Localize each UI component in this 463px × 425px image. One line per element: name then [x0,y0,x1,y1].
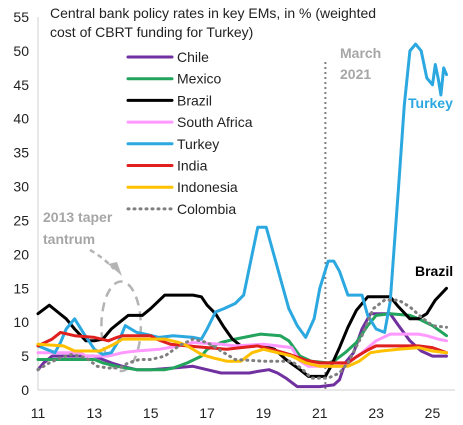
x-tick-label: 21 [312,405,328,421]
legend-entry-label: Mexico [177,71,222,87]
y-tick-label: 10 [13,314,29,330]
series-line-mexico [36,312,448,372]
march-2021-label-line-2: 2021 [340,66,371,82]
legend-entry-label: South Africa [177,114,253,130]
taper-tantrum-label-line-1: 2013 taper [43,209,113,225]
legend-entry-label: Turkey [177,136,219,152]
legend: Chile Mexico Brazil South Africa Turkey India… [126,49,253,217]
turkey-label: Turkey [408,95,453,111]
series-line-brazil [36,286,448,378]
taper-tantrum-label-line-2: tantrum [43,231,95,247]
series-layer [36,42,448,389]
series-line-turkey [36,42,448,356]
march-2021-label-line-1: March [340,45,381,61]
y-tick-label: 5 [21,348,29,364]
y-tick-label: 25 [13,212,29,228]
series-line-indonesia [36,337,448,368]
legend-entry-label: Indonesia [177,179,238,195]
x-tick-label: 25 [425,405,441,421]
legend-entry-label: Chile [177,49,209,65]
y-tick-label: 20 [13,246,29,262]
legend-entry-label: India [177,158,208,174]
chart-title-line-2: cost of CBRT funding for Turkey) [50,24,253,40]
legend-entry-label: Colombia [177,201,236,217]
y-tick-label: 15 [13,280,29,296]
y-tick-label: 40 [13,111,29,127]
y-tick-label: 45 [13,77,29,93]
taper-tantrum-arrowhead [108,262,122,276]
y-axis: 0 5 10 15 20 25 30 35 40 45 50 55 [13,9,39,398]
taper-tantrum-ellipse [100,280,143,373]
x-tick-label: 17 [199,405,215,421]
x-axis: 11 13 15 17 19 21 23 25 [31,389,455,421]
x-tick-label: 15 [143,405,159,421]
y-tick-label: 30 [13,179,29,195]
y-tick-label: 0 [21,382,29,398]
series-line-india [36,330,448,365]
y-tick-label: 50 [13,43,29,59]
y-tick-label: 55 [13,9,29,25]
x-tick-label: 19 [256,405,272,421]
chart-title-line-1: Central bank policy rates in key EMs, in… [50,5,376,21]
x-tick-label: 11 [31,405,46,421]
series-line-south-africa [36,332,448,368]
legend-entry-label: Brazil [177,92,212,108]
brazil-label: Brazil [415,263,453,279]
y-tick-label: 35 [13,145,29,161]
x-tick-label: 13 [87,405,103,421]
series-line-colombia [36,298,448,380]
x-tick-label: 23 [368,405,384,421]
taper-tantrum-arrow [89,248,115,270]
